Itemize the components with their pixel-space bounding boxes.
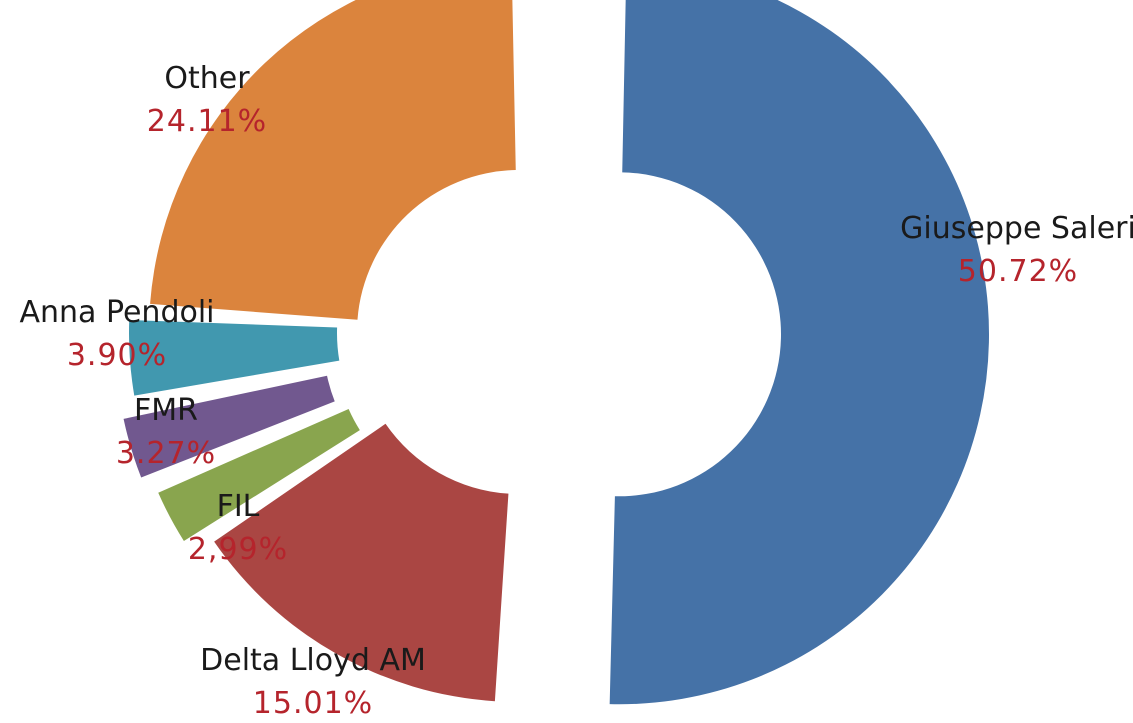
slice-label-delta-lloyd-am: Delta Lloyd AM [200,643,426,678]
slice-value-anna-pendoli: 3.90% [67,338,167,373]
slice-value-fil: 2,99% [188,532,288,567]
slice-giuseppe-saleri [609,0,990,705]
slice-value-giuseppe-saleri: 50.72% [958,254,1078,289]
slice-label-anna-pendoli: Anna Pendoli [19,295,214,330]
slice-delta-lloyd-am [214,423,509,702]
slice-value-delta-lloyd-am: 15.01% [253,686,373,721]
slice-label-other: Other [164,61,250,96]
slice-label-giuseppe-saleri: Giuseppe Saleri [900,211,1133,246]
chart-labels: Giuseppe Saleri 50.72% Delta Lloyd AM 15.01… [19,61,1133,721]
slice-label-fil: FIL [217,489,260,524]
slice-label-fmr: FMR [134,393,198,428]
slice-fmr [123,375,335,478]
slice-other [150,0,516,320]
slice-fil [158,408,360,542]
slice-value-fmr: 3.27% [116,436,216,471]
chart-slices [123,0,990,705]
slice-value-other: 24.11% [147,104,267,139]
slice-anna-pendoli [129,320,340,396]
